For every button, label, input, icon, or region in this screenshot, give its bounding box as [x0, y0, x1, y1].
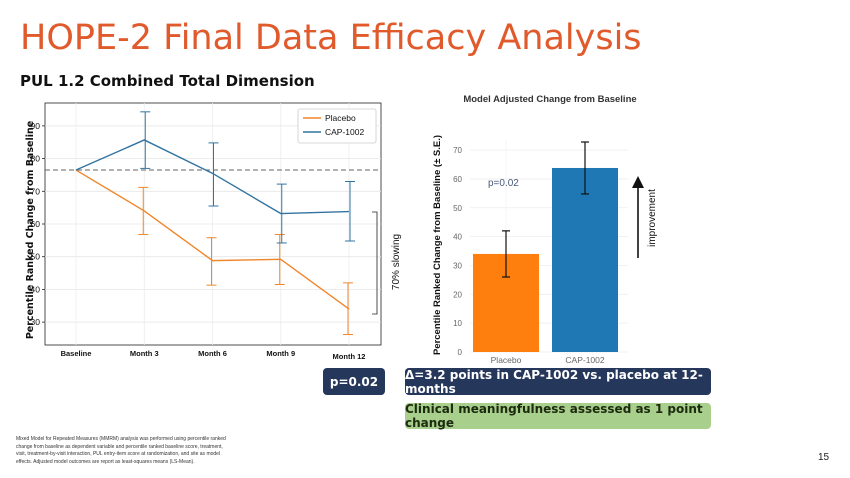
line-y-tick-label: 80 — [31, 154, 41, 164]
bar-y-tick-label: 30 — [453, 261, 462, 270]
bar-x-tick-label: CAP-1002 — [565, 355, 604, 365]
line-y-tick-label: 90 — [31, 121, 41, 131]
bar-y-tick-label: 10 — [453, 319, 462, 328]
error-bar — [208, 142, 219, 207]
error-bar — [140, 111, 151, 169]
bar-y-tick-label: 40 — [453, 233, 462, 242]
bar-chart-bars — [473, 141, 618, 352]
line-x-tick-label: Month 6 — [198, 349, 227, 358]
line-chart-y-label: Percentile Ranked Change from Baseline — [25, 121, 36, 339]
bar-chart-title: Model Adjusted Change from Baseline — [463, 94, 636, 105]
line-x-tick-label: Baseline — [61, 349, 92, 358]
line-x-tick-label: Month 9 — [266, 349, 295, 358]
bar-y-tick-label: 70 — [453, 146, 462, 155]
bar-error-bar — [502, 230, 510, 278]
error-bar — [276, 183, 287, 244]
bar-y-tick-label: 50 — [453, 204, 462, 213]
line-y-tick-label: 40 — [31, 284, 41, 294]
line-chart-y-ticks: 30 40 50 60 70 80 90 — [31, 121, 45, 327]
footnote: Mixed Model for Repeated Measures (MMRM)… — [16, 436, 226, 465]
bar-y-tick-label: 20 — [453, 290, 462, 299]
line-chart-x-ticks: Baseline Month 3 Month 6 Month 9 Month 12 — [61, 349, 366, 361]
bar-chart-y-label: Percentile Ranked Change from Baseline (… — [432, 135, 443, 355]
line-series-placebo — [75, 169, 350, 310]
line-y-tick-label: 50 — [31, 252, 41, 262]
line-chart-legend: Placebo CAP-1002 — [297, 108, 377, 144]
bar-y-tick-label: 0 — [458, 348, 463, 357]
line-series-cap-1002 — [75, 139, 350, 215]
error-bar — [343, 282, 353, 336]
error-bar — [138, 186, 149, 235]
slide-title: HOPE-2 Final Data Efficacy Analysis — [20, 18, 642, 58]
p-value-badge: p=0.02 — [323, 368, 385, 395]
line-y-tick-label: 70 — [31, 186, 41, 196]
error-bar — [206, 237, 217, 286]
legend-placebo-label: Placebo — [325, 113, 356, 123]
line-y-tick-label: 60 — [31, 219, 41, 229]
slowing-bracket — [372, 211, 378, 315]
line-chart-series — [75, 111, 355, 336]
page-number: 15 — [818, 452, 830, 463]
slide-subtitle: PUL 1.2 Combined Total Dimension — [20, 72, 315, 90]
bar-chart-p-annotation: p=0.02 — [488, 178, 519, 189]
bar-y-tick-label: 60 — [453, 175, 462, 184]
bar-chart-x-ticks: Placebo CAP-1002 — [491, 355, 605, 365]
slowing-label: 70% slowing — [391, 234, 402, 290]
bar-x-tick-label: Placebo — [491, 355, 522, 365]
clinical-meaningfulness-badge: Clinical meaningfulness assessed as 1 po… — [405, 402, 711, 430]
bar-cap-1002 — [552, 167, 618, 352]
line-y-tick-label: 30 — [31, 317, 41, 327]
line-x-tick-label: Month 3 — [130, 349, 159, 358]
line-x-tick-label: Month 12 — [333, 352, 366, 361]
delta-badge: Δ=3.2 points in CAP-1002 vs. placebo at … — [405, 368, 711, 396]
legend-cap-label: CAP-1002 — [325, 127, 364, 137]
improvement-arrow-head — [632, 176, 644, 188]
bar-error-bar — [581, 141, 589, 195]
error-bar — [345, 180, 355, 242]
bar-chart-y-ticks: 0 10 20 30 40 50 60 70 — [453, 146, 462, 357]
improvement-label: improvement — [647, 189, 658, 247]
